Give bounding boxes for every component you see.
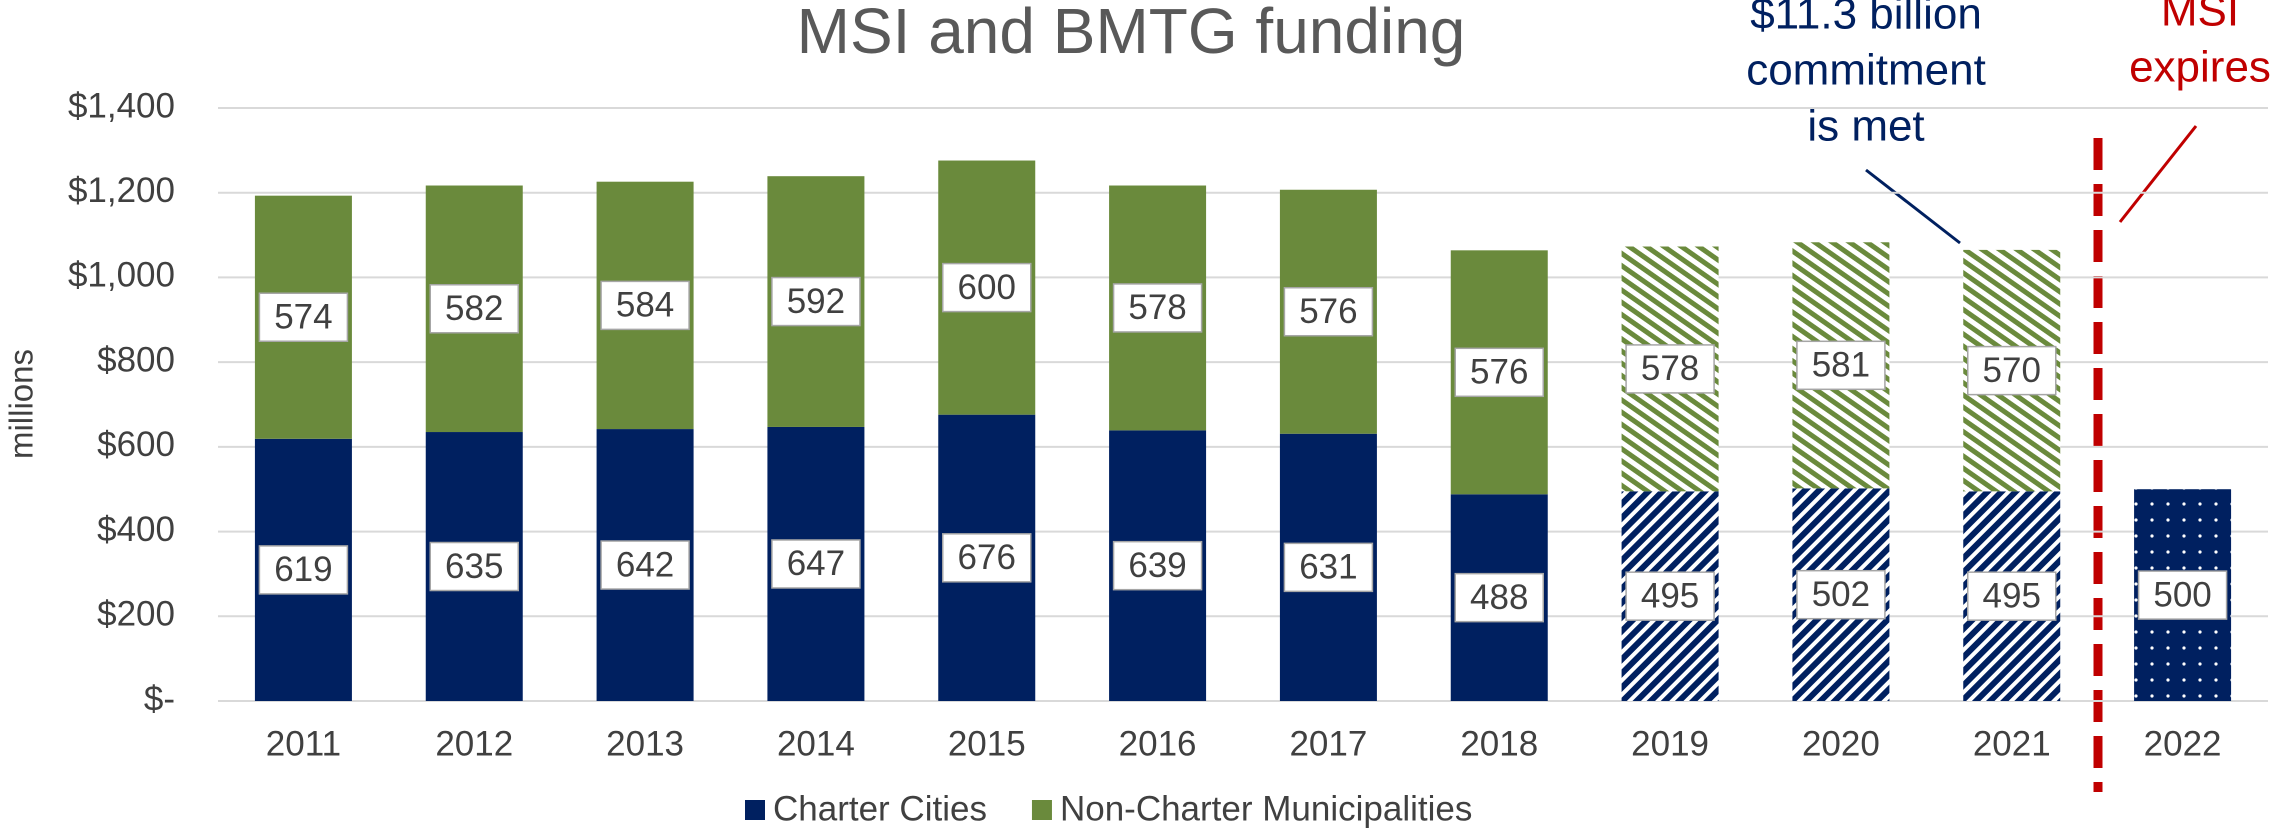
label-box: [1796, 340, 1886, 391]
y-tick-label: $1,000: [68, 256, 175, 295]
label-box: [1625, 344, 1715, 394]
label-box: [1625, 571, 1715, 621]
label-box: [1796, 569, 1886, 620]
annotation-line: [1865, 168, 1961, 245]
data-label: 574: [274, 297, 332, 336]
data-label: 676: [958, 538, 1016, 577]
data-label: 502: [1812, 575, 1870, 614]
label-box: [429, 284, 519, 334]
annotation: is met: [1807, 102, 1924, 151]
data-label: 642: [616, 545, 674, 584]
annotation-line: [2118, 125, 2198, 223]
label-box: [1283, 542, 1374, 593]
y-tick-label: $600: [97, 425, 175, 464]
label-box: [2137, 570, 2228, 620]
y-tick-label: $400: [97, 510, 175, 549]
annotation: $11.3 billion: [1750, 0, 1982, 39]
label-box: [429, 541, 519, 592]
data-label: 495: [1641, 576, 1699, 615]
x-tick-label: 2019: [1631, 724, 1709, 763]
legend-label: Charter Cities: [773, 789, 987, 828]
data-label: 488: [1470, 578, 1528, 617]
data-label: 500: [2153, 575, 2211, 614]
data-label: 635: [445, 547, 503, 586]
data-label: 576: [1470, 353, 1528, 392]
data-label: 600: [958, 268, 1016, 307]
x-tick-label: 2015: [948, 724, 1026, 763]
legend-swatch: [1031, 800, 1052, 820]
y-tick-label: $-: [144, 679, 175, 718]
label-box: [600, 280, 690, 331]
data-label: 631: [1299, 548, 1357, 587]
data-label: 570: [1983, 351, 2041, 390]
label-box: [942, 533, 1032, 583]
x-tick-label: 2014: [777, 724, 855, 763]
label-box: [942, 262, 1032, 313]
data-label: 592: [787, 282, 845, 321]
label-box: [771, 276, 861, 327]
data-label: 495: [1983, 576, 2041, 615]
label-box: [258, 545, 349, 595]
data-label: 584: [616, 286, 674, 325]
x-tick-label: 2022: [2144, 724, 2222, 763]
y-tick-label: $1,200: [68, 171, 175, 210]
x-tick-label: 2021: [1973, 724, 2051, 763]
data-label: 619: [274, 550, 332, 589]
data-label: 576: [1299, 292, 1357, 331]
x-tick-label: 2020: [1802, 724, 1880, 763]
legend-swatch: [745, 800, 765, 820]
label-box: [1112, 283, 1203, 333]
annotation: MSI: [2161, 0, 2239, 36]
x-tick-label: 2013: [606, 724, 684, 763]
label-box: [1112, 540, 1203, 591]
data-label: 582: [445, 289, 503, 328]
label-box: [1283, 286, 1374, 337]
x-tick-label: 2018: [1460, 724, 1538, 763]
label-box: [1454, 347, 1544, 398]
label-box: [1967, 345, 2057, 396]
chart-title: MSI and BMTG funding: [797, 0, 1466, 67]
label-box: [258, 292, 349, 342]
label-box: [600, 540, 690, 590]
y-axis-label: millions: [3, 349, 40, 459]
data-label: 578: [1641, 349, 1699, 388]
legend-label: Non-Charter Municipalities: [1060, 789, 1472, 828]
data-label: 639: [1128, 546, 1186, 585]
annotation: commitment: [1746, 46, 1986, 95]
x-tick-label: 2012: [435, 724, 513, 763]
x-tick-label: 2017: [1289, 724, 1367, 763]
data-label: 581: [1812, 346, 1870, 385]
annotation: expires: [2129, 43, 2271, 92]
data-label: 647: [787, 544, 845, 583]
data-label: 578: [1128, 288, 1186, 327]
label-box: [1454, 572, 1544, 623]
y-tick-label: $800: [97, 340, 175, 379]
x-tick-label: 2011: [266, 724, 341, 763]
label-box: [771, 539, 861, 589]
y-tick-label: $200: [97, 595, 175, 634]
label-box: [1967, 571, 2057, 621]
x-tick-label: 2016: [1119, 724, 1197, 763]
y-tick-label: $1,400: [68, 86, 175, 125]
